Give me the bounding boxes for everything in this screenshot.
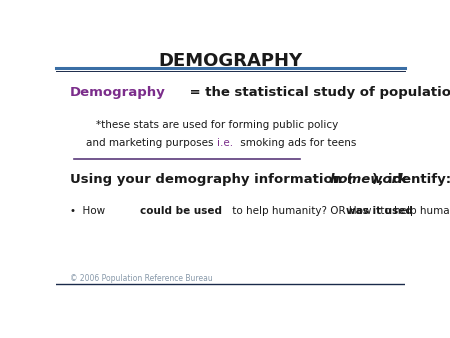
Text: homework: homework xyxy=(330,173,408,186)
Text: *these stats are used for forming public policy: *these stats are used for forming public… xyxy=(95,120,338,130)
Text: = the statistical study of population: = the statistical study of population xyxy=(185,86,450,99)
Text: •  How: • How xyxy=(70,206,108,216)
Text: DEMOGRAPHY: DEMOGRAPHY xyxy=(158,52,303,70)
Text: ), identify:: ), identify: xyxy=(372,173,450,186)
Text: could be used: could be used xyxy=(140,206,222,216)
Text: © 2006 Population Reference Bureau: © 2006 Population Reference Bureau xyxy=(70,273,213,283)
Text: to help humanity?: to help humanity? xyxy=(377,206,450,216)
Text: Using your demography information (: Using your demography information ( xyxy=(70,173,353,186)
Text: to help humanity? OR How: to help humanity? OR How xyxy=(229,206,374,216)
Text: Demography: Demography xyxy=(70,86,166,99)
Text: and marketing purposes: and marketing purposes xyxy=(86,138,217,148)
Text: was it used: was it used xyxy=(346,206,413,216)
Text: i.e.: i.e. xyxy=(217,138,233,148)
Text: smoking ads for teens: smoking ads for teens xyxy=(237,138,356,148)
